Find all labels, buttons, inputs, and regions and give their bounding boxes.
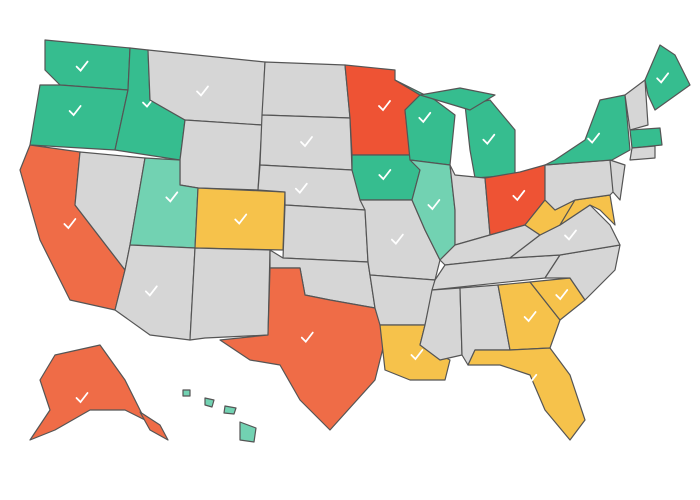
state xyxy=(629,127,663,149)
state xyxy=(219,267,386,431)
state xyxy=(189,247,271,341)
state xyxy=(182,389,191,397)
state-shape xyxy=(629,127,663,149)
state xyxy=(179,119,263,191)
state-shape xyxy=(182,389,191,397)
checkmark xyxy=(524,373,538,386)
state xyxy=(609,159,626,201)
checkmark xyxy=(196,85,209,97)
state xyxy=(139,411,169,441)
state-shape xyxy=(219,267,386,431)
checkmark xyxy=(68,105,82,117)
state-shape xyxy=(624,79,649,131)
state xyxy=(497,281,561,351)
state xyxy=(239,421,257,443)
state-shape xyxy=(497,281,561,351)
state xyxy=(644,44,691,111)
checkmark xyxy=(63,218,77,230)
checkmark xyxy=(165,191,179,203)
checkmark xyxy=(300,331,314,343)
checkmark xyxy=(234,213,248,225)
state xyxy=(544,94,631,166)
state-shape xyxy=(29,84,129,151)
state-shape xyxy=(204,397,215,408)
state xyxy=(29,84,129,151)
checkmark xyxy=(144,285,158,297)
state-shape xyxy=(114,244,196,341)
state xyxy=(419,87,496,111)
state xyxy=(204,397,215,408)
checkmark xyxy=(300,136,313,148)
state-shape xyxy=(629,145,656,161)
checkmark xyxy=(294,182,308,195)
state xyxy=(29,344,146,441)
state xyxy=(44,39,131,91)
state xyxy=(259,114,353,171)
state-shape xyxy=(239,421,257,443)
checkmark xyxy=(564,229,577,241)
state xyxy=(467,347,586,441)
checkmark xyxy=(378,169,392,181)
state-shape xyxy=(194,187,286,251)
checkmark xyxy=(427,199,441,211)
state-shape xyxy=(369,274,436,326)
state-shape xyxy=(644,44,691,111)
checkmark xyxy=(390,233,404,245)
state-shape xyxy=(223,405,237,415)
state-shape xyxy=(261,61,351,119)
state-shape xyxy=(139,411,169,441)
state xyxy=(464,99,516,179)
state-shape xyxy=(179,119,263,191)
checkmark xyxy=(482,133,496,146)
state-shape xyxy=(351,154,421,201)
checkmark xyxy=(75,392,89,404)
state-shape xyxy=(544,94,631,166)
checkmark xyxy=(587,132,601,144)
state-shape xyxy=(467,347,586,441)
state-shape xyxy=(282,204,369,263)
state xyxy=(369,274,436,326)
state-shape xyxy=(419,87,496,111)
state xyxy=(624,79,649,131)
state xyxy=(114,244,196,341)
state xyxy=(351,154,421,201)
checkmark xyxy=(512,189,526,202)
state xyxy=(261,61,351,119)
checkmark xyxy=(523,311,537,323)
checkmark xyxy=(378,100,391,112)
checkmark xyxy=(418,111,432,124)
state-shape xyxy=(189,247,271,341)
state-shape xyxy=(609,159,626,201)
state xyxy=(282,204,369,263)
checkmark xyxy=(555,289,569,301)
state xyxy=(223,405,237,415)
state-shape xyxy=(259,114,353,171)
state xyxy=(194,187,286,251)
state-shape xyxy=(44,39,131,91)
checkmark xyxy=(75,60,89,72)
checkmark xyxy=(656,72,670,84)
checkmark xyxy=(410,349,424,361)
state xyxy=(629,145,656,161)
